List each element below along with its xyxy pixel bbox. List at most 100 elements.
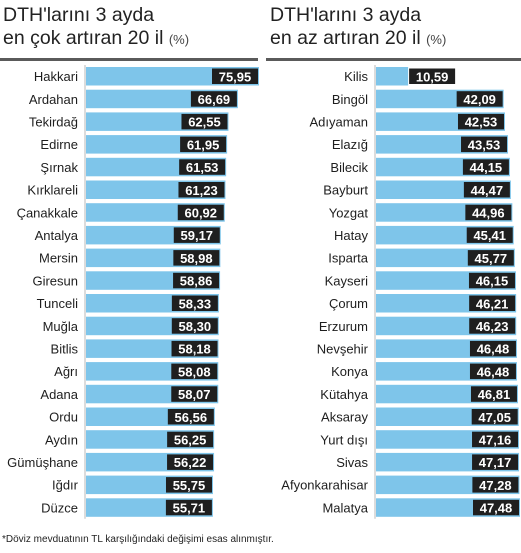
left-category-label: Iğdır: [52, 478, 79, 493]
left-chart: Hakkari 75,95 Ardahan 66,69 Tekirdağ 62,55 Edi…: [7, 65, 259, 519]
right-title-unit: (%): [426, 32, 447, 47]
right-value-label-box: [472, 431, 519, 448]
right-value-label: 44,15: [470, 160, 503, 175]
right-category-label: Kayseri: [325, 273, 368, 288]
right-category-label: Yozgat: [329, 205, 369, 220]
left-value-label: 56,22: [174, 455, 207, 470]
left-value-label: 55,75: [173, 478, 206, 493]
right-category-label: Aksaray: [321, 410, 368, 425]
right-value-label-box: [467, 250, 514, 266]
left-value-label-box: [167, 431, 214, 448]
right-value-label-box: [461, 136, 508, 153]
right-bar: [376, 67, 409, 86]
left-category-label: Düzce: [41, 500, 78, 515]
right-value-label: 43,53: [468, 137, 501, 152]
left-value-label-box: [165, 477, 212, 493]
right-category-label: Kütahya: [320, 387, 368, 402]
left-value-label: 61,95: [187, 137, 220, 152]
left-value-label-box: [171, 318, 218, 334]
right-value-label: 47,16: [479, 432, 512, 447]
left-title-rule: [0, 58, 258, 61]
right-value-label: 47,48: [480, 501, 513, 516]
right-value-label-box: [466, 227, 513, 243]
left-value-label-box: [165, 499, 212, 516]
right-value-label: 46,21: [476, 296, 509, 311]
left-value-label: 58,33: [179, 296, 212, 311]
right-value-label: 47,17: [479, 455, 512, 470]
left-value-label: 56,56: [175, 410, 208, 425]
right-value-label-box: [469, 363, 516, 380]
right-value-label: 46,15: [476, 274, 509, 289]
left-category-label: Çanakkale: [17, 205, 78, 220]
left-value-label: 62,55: [188, 115, 221, 130]
right-value-label-box: [471, 409, 518, 425]
right-value-label-box: [473, 499, 519, 516]
left-value-label: 55,71: [173, 501, 206, 516]
right-category-label: Bilecik: [330, 160, 368, 175]
left-value-label: 58,86: [180, 274, 213, 289]
right-category-label: Afyonkarahisar: [281, 478, 368, 493]
left-category-label: Muğla: [43, 319, 79, 334]
left-category-label: Tekirdağ: [29, 114, 78, 129]
left-value-label-box: [178, 182, 225, 198]
right-value-label-box: [469, 340, 516, 357]
left-value-label-box: [171, 386, 218, 402]
left-value-label-box: [173, 272, 220, 289]
left-category-label: Kırklareli: [27, 183, 78, 198]
right-value-label: 10,59: [416, 69, 449, 84]
left-category-label: Gümüşhane: [7, 455, 78, 470]
right-category-label: Yurt dışı: [320, 432, 368, 447]
left-value-label: 56,25: [174, 432, 207, 447]
right-category-label: Bayburt: [323, 183, 368, 198]
left-value-label: 59,17: [181, 228, 214, 243]
left-category-label: Antalya: [35, 228, 79, 243]
footnote: *Döviz mevduatının TL karşılığındaki değ…: [2, 534, 274, 545]
left-value-label-box: [171, 363, 218, 380]
left-title-line1: DTH'larını 3 ayda: [3, 4, 155, 26]
left-category-label: Hakkari: [34, 69, 78, 84]
right-category-label: Erzurum: [319, 319, 368, 334]
left-value-label: 58,18: [178, 342, 211, 357]
right-category-label: Isparta: [328, 251, 369, 266]
left-title-unit: (%): [168, 32, 190, 47]
left-category-label: Edirne: [40, 137, 78, 152]
right-value-label: 42,09: [463, 92, 496, 107]
right-value-label-box: [456, 91, 503, 107]
left-category-label: Ardahan: [29, 92, 78, 107]
right-value-label-box: [463, 182, 510, 198]
right-category-label: Bingöl: [332, 92, 368, 107]
right-chart-title: DTH'larını 3 ayda en az artıran 20 il (%…: [270, 4, 446, 51]
left-value-label: 58,98: [180, 251, 213, 266]
left-category-label: Ağrı: [54, 364, 78, 379]
left-chart-title: DTH'larını 3 ayda en çok artıran 20 il (…: [3, 4, 189, 51]
left-category-label: Mersin: [39, 251, 78, 266]
left-value-label-box: [180, 136, 227, 153]
right-value-label-box: [465, 204, 512, 221]
left-value-label: 58,30: [179, 319, 212, 334]
left-category-label: Giresun: [32, 273, 78, 288]
right-value-label: 45,41: [473, 228, 506, 243]
left-value-label: 58,07: [178, 387, 211, 402]
right-title-line2: en az artıran 20 il: [270, 27, 421, 49]
right-value-label: 47,05: [478, 410, 511, 425]
left-value-label-box: [173, 250, 220, 266]
left-value-label-box: [171, 295, 218, 311]
left-category-label: Aydın: [45, 432, 78, 447]
right-category-label: Hatay: [334, 228, 368, 243]
left-category-label: Adana: [40, 387, 78, 402]
right-category-label: Konya: [331, 364, 369, 379]
left-category-label: Şırnak: [40, 160, 78, 175]
left-category-label: Tunceli: [37, 296, 79, 311]
right-category-label: Adıyaman: [309, 114, 368, 129]
left-category-label: Ordu: [49, 410, 78, 425]
right-value-label: 45,77: [475, 251, 508, 266]
right-value-label-box: [409, 68, 456, 84]
left-value-label-box: [181, 113, 228, 130]
left-value-label-box: [177, 204, 224, 221]
left-value-label-box: [212, 68, 258, 84]
left-value-label-box: [190, 91, 237, 107]
left-value-label-box: [173, 227, 220, 243]
left-value-label-box: [179, 159, 226, 175]
right-title-line1: DTH'larını 3 ayda: [270, 4, 422, 26]
